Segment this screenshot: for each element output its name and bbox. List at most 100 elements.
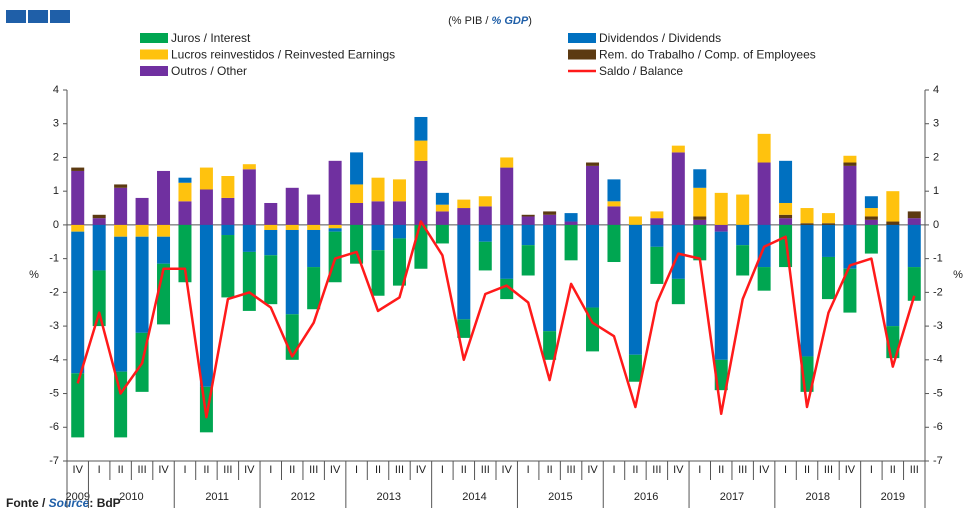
bar-segment [457, 199, 471, 209]
bar-segment [843, 162, 857, 166]
bar-segment [435, 211, 449, 225]
bar-segment [457, 208, 471, 225]
bar-segment [178, 182, 192, 202]
bar-segment [586, 224, 600, 308]
bar-segment [114, 187, 128, 225]
x-tick-label: III [223, 464, 232, 476]
bar-segment [779, 218, 793, 225]
bar-segment [435, 224, 449, 244]
bar-segment [71, 167, 85, 171]
bar-segment [478, 196, 492, 207]
x-tick-label: I [698, 464, 701, 476]
bar-segment [457, 224, 471, 320]
x-tick-label: III [395, 464, 404, 476]
bar-segment [607, 179, 621, 202]
bar-segment [864, 219, 878, 225]
bar-segment [543, 224, 557, 332]
bar-segment [435, 192, 449, 205]
bar-segment [392, 201, 406, 225]
x-tick-label: III [137, 464, 146, 476]
x-tick-label: IV [759, 464, 770, 476]
bar-segment [199, 224, 213, 387]
bar-segment [350, 152, 364, 185]
bar-segment [307, 194, 321, 225]
bar-segment [371, 224, 385, 251]
bar-segment [586, 162, 600, 166]
bar-segment [157, 170, 171, 225]
y-tick-label: 2 [53, 151, 59, 163]
bar-segment [843, 224, 857, 269]
bar-segment [843, 155, 857, 163]
bar-segment [607, 206, 621, 225]
bar-segment [328, 228, 342, 232]
x-tick-label: II [118, 464, 124, 476]
legend-swatch [140, 33, 168, 43]
bar-segment [71, 170, 85, 225]
logo-block [28, 10, 48, 23]
subtitle-en: % GDP [492, 15, 529, 27]
bar-segment [392, 224, 406, 239]
bar-segment [843, 165, 857, 225]
y-tick-label: -5 [49, 387, 59, 399]
bar-segment [114, 224, 128, 237]
bar-segment [821, 256, 835, 300]
bar-segment [714, 192, 728, 225]
bar-segment [564, 221, 578, 225]
bar-segment [199, 189, 213, 225]
bar-segment [864, 196, 878, 209]
bar-segment [779, 214, 793, 219]
bar-segment [521, 224, 535, 246]
y-tick-label: -4 [49, 354, 59, 366]
bar-segment [307, 229, 321, 268]
bar-segment [178, 201, 192, 225]
y2-tick-label: 3 [933, 118, 939, 130]
bar-segment [92, 224, 106, 271]
bar-segment [285, 224, 299, 230]
year-label: 2011 [205, 491, 229, 503]
bar-segment [779, 202, 793, 215]
x-tick-label: II [289, 464, 295, 476]
bar-segment [414, 116, 428, 141]
bar-segment [521, 245, 535, 276]
bar-segment [907, 211, 921, 219]
bar-segment [500, 224, 514, 279]
bar-segment [371, 177, 385, 202]
x-tick-label: II [461, 464, 467, 476]
bar-segment [714, 231, 728, 360]
subtitle-end: ) [528, 15, 532, 27]
x-tick-label: III [738, 464, 747, 476]
y2-tick-label: 1 [933, 185, 939, 197]
x-tick-label: II [547, 464, 553, 476]
x-tick-label: IV [587, 464, 598, 476]
legend-label: Lucros reinvestidos / Reinvested Earning… [171, 48, 395, 62]
bar-segment [907, 267, 921, 301]
y2-tick-label: -5 [933, 387, 943, 399]
logo-block [6, 10, 26, 23]
bar-segment [757, 162, 771, 225]
x-tick-label: III [481, 464, 490, 476]
subtitle-pt: (% PIB / [448, 15, 491, 27]
bar-segment [693, 224, 707, 261]
bar-segment [350, 224, 364, 264]
x-tick-label: I [870, 464, 873, 476]
bar-segment [757, 267, 771, 291]
y2-tick-label: -3 [933, 320, 943, 332]
logo-block [50, 10, 70, 23]
y-tick-label: -7 [49, 455, 59, 467]
bar-segment [92, 270, 106, 327]
x-tick-label: II [718, 464, 724, 476]
legend-label: Outros / Other [171, 64, 247, 78]
y-tick-label: -1 [49, 253, 59, 265]
x-tick-label: I [784, 464, 787, 476]
legend-label: Saldo / Balance [599, 64, 683, 78]
bar-segment [71, 231, 85, 374]
bar-segment [264, 255, 278, 305]
bar-segment [114, 184, 128, 188]
x-tick-label: I [612, 464, 615, 476]
x-tick-label: I [98, 464, 101, 476]
bar-segment [414, 140, 428, 161]
year-label: 2018 [806, 491, 830, 503]
legend-label: Juros / Interest [171, 31, 251, 45]
bar-segment [607, 224, 621, 263]
source-pt: Fonte / [6, 496, 49, 510]
